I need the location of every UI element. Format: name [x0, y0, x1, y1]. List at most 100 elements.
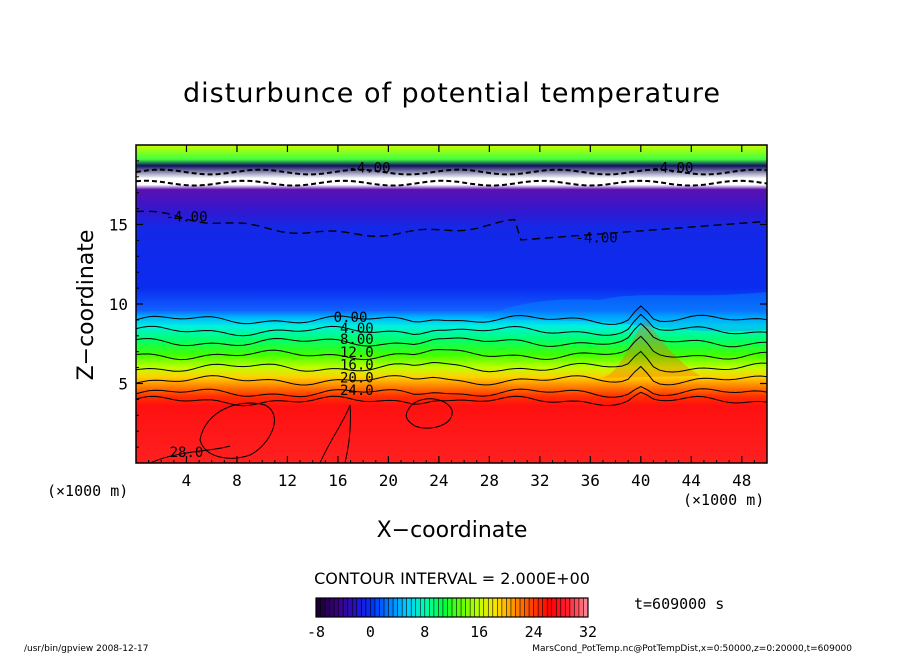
colorbar-cell	[479, 598, 485, 617]
colorbar-tick-label-0: -8	[307, 623, 325, 641]
colorbar-cell	[442, 598, 448, 617]
colorbar-ticks: -8 0 8 16 24 32	[307, 623, 597, 641]
colorbar-cell	[515, 598, 521, 617]
colorbar-cell	[438, 598, 444, 617]
contour-28-line	[149, 445, 231, 463]
colorbar-cell	[402, 598, 408, 617]
contour-line-7	[136, 391, 767, 407]
contour-blob-mid	[405, 398, 453, 429]
contour-line-upper-0	[136, 168, 767, 176]
colorbar-cell	[483, 598, 489, 617]
contour-blob-left	[199, 402, 275, 459]
colorbar-cell	[506, 598, 512, 617]
colorbar-cell	[429, 598, 435, 617]
colorbar-cell	[447, 598, 453, 617]
colorbar-cell	[452, 598, 458, 617]
x-tick-label-0: 4	[182, 471, 192, 490]
contour-label-5: 20.0	[340, 370, 374, 386]
contour-label-11: -4.00	[651, 160, 693, 176]
colorbar-cell	[424, 598, 430, 617]
x-tick-label-8: 36	[581, 471, 600, 490]
colorbar-cell	[520, 598, 526, 617]
contour-lines	[136, 168, 767, 463]
contour-line-4	[136, 350, 767, 373]
colorbar-cell	[524, 598, 530, 617]
colorbar-tick-label-2: 8	[420, 623, 429, 641]
contour-label-9: -4.00	[576, 230, 618, 246]
contour-label-0: 0.00	[334, 310, 368, 326]
colorbar-cell	[325, 598, 331, 617]
x-axis-unit: (×1000 m)	[683, 491, 764, 509]
contour-line-6	[136, 386, 767, 398]
colorbar-cell	[574, 598, 580, 617]
contour-line-upper-1	[136, 179, 767, 187]
colorbar-cell	[415, 598, 421, 617]
time-label: t=609000 s	[634, 595, 724, 613]
colorbar-cell	[397, 598, 403, 617]
x-tick-label-5: 24	[429, 471, 448, 490]
contour-label-6: 24.0	[340, 383, 374, 399]
colorbar-cell	[374, 598, 380, 617]
colorbar-cell	[338, 598, 344, 617]
warm-bump	[600, 320, 700, 378]
colorbar-cell	[420, 598, 426, 617]
contour-line-5	[136, 365, 767, 386]
contour-interval-label: CONTOUR INTERVAL = 2.000E+00	[314, 569, 590, 588]
footer-right: MarsCond_PotTemp.nc@PotTempDist,x=0:5000…	[532, 644, 852, 654]
contour-line-2	[136, 322, 767, 348]
cool-intrusion	[480, 292, 767, 332]
contour-label-1: 4.00	[340, 321, 374, 337]
x-tick-label-2: 12	[278, 471, 297, 490]
x-axis: 4 8 12 16 20 24 28 32 36 40 44 48	[148, 145, 755, 490]
colorbar-tick-label-4: 24	[525, 623, 543, 641]
contour-line-1	[136, 313, 767, 337]
x-tick-label-11: 48	[732, 471, 751, 490]
contour-label-7: 28.0	[170, 445, 204, 461]
contour-label-3: 12.0	[340, 345, 374, 361]
colorbar-cell	[352, 598, 358, 617]
colorbar-cell	[433, 598, 439, 617]
colorbar-cell	[565, 598, 571, 617]
colorbar-cell	[578, 598, 584, 617]
colorbar-cell	[529, 598, 535, 617]
colorbar-cell	[393, 598, 399, 617]
colorbar-tick-label-5: 32	[579, 623, 597, 641]
contour-line-0	[136, 305, 767, 325]
colorbar-cell	[510, 598, 516, 617]
colorbar-cell	[560, 598, 566, 617]
colorbar-cell	[538, 598, 544, 617]
chart-title: disturbunce of potential temperature	[183, 78, 721, 109]
colorbar-cell	[488, 598, 494, 617]
contour-line-3	[136, 335, 767, 361]
colorbar-cell	[406, 598, 412, 617]
contour-label-4: 16.0	[340, 358, 374, 374]
footer-left: /usr/bin/gpview 2008-12-17	[24, 644, 148, 654]
colorbar-frame	[315, 597, 589, 618]
colorbar-cell	[329, 598, 335, 617]
colorbar-cell	[465, 598, 471, 617]
colorbar-cell	[411, 598, 417, 617]
x-axis-label: X−coordinate	[377, 518, 528, 543]
y-axis: 5 10 15	[109, 160, 767, 448]
colorbar	[315, 598, 589, 617]
colorbar-cell	[388, 598, 394, 617]
x-tick-label-1: 8	[232, 471, 242, 490]
colorbar-cell	[492, 598, 498, 617]
colorbar-cell	[583, 598, 589, 617]
colorbar-cell	[370, 598, 376, 617]
colorbar-cell	[533, 598, 539, 617]
colorbar-cell	[551, 598, 557, 617]
y-tick-label-2: 15	[109, 216, 128, 235]
colorbar-cell	[365, 598, 371, 617]
colorbar-cell	[470, 598, 476, 617]
colorbar-cell	[556, 598, 562, 617]
x-tick-label-10: 44	[682, 471, 701, 490]
colorbar-cell	[379, 598, 385, 617]
colorbar-cell	[547, 598, 553, 617]
x-tick-label-3: 16	[328, 471, 347, 490]
colorbar-cell	[320, 598, 326, 617]
colorbar-cell	[361, 598, 367, 617]
contour-label-10: -4.00	[348, 160, 390, 176]
